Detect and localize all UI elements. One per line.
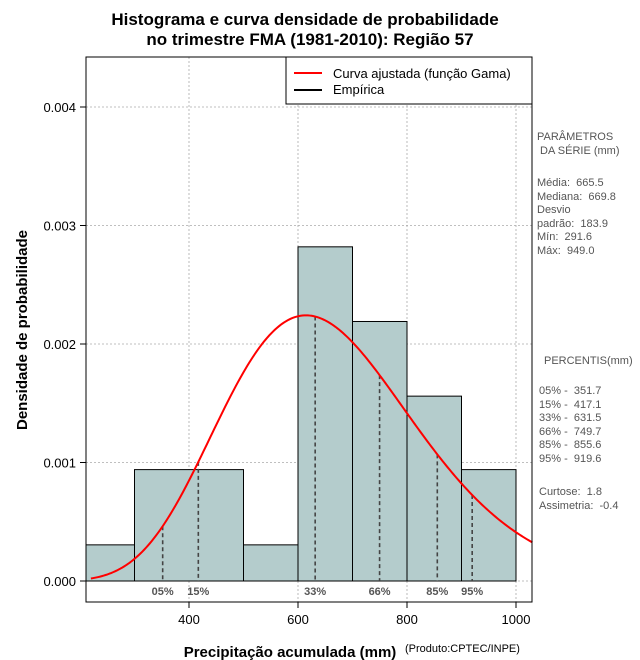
percentile-label: 33% <box>304 586 326 598</box>
legend-empirical-label: Empírica <box>333 82 385 97</box>
y-tick-label: 0.003 <box>43 219 76 234</box>
credit-label: (Produto:CPTEC/INPE) <box>405 643 520 655</box>
x-tick-label: 600 <box>287 612 309 627</box>
percentile-lines: 05% 15% 33% 66% 85% 95% <box>152 316 483 598</box>
percentile-label: 95% <box>461 586 483 598</box>
y-axis-label: Densidade de probabilidade <box>14 230 31 430</box>
x-tick-label: 1000 <box>502 612 531 627</box>
histogram-bar <box>243 544 299 582</box>
percentile-label: 05% <box>152 586 174 598</box>
axes: 400 600 800 1000 0.000 0.001 0.002 0.003 0.004 <box>43 100 530 627</box>
histogram-bar <box>134 469 244 582</box>
y-tick-label: 0.002 <box>43 337 76 352</box>
percentis-heading: PERCENTIS(mm) <box>544 355 633 367</box>
y-tick-label: 0.001 <box>43 456 76 471</box>
histogram-bar <box>406 395 462 582</box>
percentile-label: 15% <box>187 586 209 598</box>
shape-values: Curtose: 1.8 Assimetria: -0.4 <box>539 486 619 512</box>
percentis-values: 05% - 351.7 15% - 417.1 33% - 631.5 66% … <box>539 385 602 465</box>
fitted-curve <box>90 314 533 580</box>
histogram-bar <box>85 544 135 582</box>
chart-title-line2: no trimestre FMA (1981-2010): Região 57 <box>146 30 473 49</box>
legend-fitted-label: Curva ajustada (função Gama) <box>333 66 511 81</box>
legend: Curva ajustada (função Gama) Empírica <box>285 56 533 105</box>
x-tick-label: 800 <box>396 612 418 627</box>
fitted-curve-group <box>90 314 533 580</box>
chart-title-line1: Histograma e curva densidade de probabil… <box>111 10 498 29</box>
histogram-bars <box>85 246 517 582</box>
y-tick-label: 0.004 <box>43 100 76 115</box>
stats-heading: PARÂMETROS DA SÉRIE (mm) <box>537 131 620 157</box>
x-tick-label: 400 <box>178 612 200 627</box>
legend-box <box>285 56 533 105</box>
percentile-label: 85% <box>426 586 448 598</box>
x-axis-label: Precipitação acumulada (mm) <box>184 644 397 660</box>
histogram-bar <box>297 246 353 582</box>
histogram-bar <box>352 320 408 582</box>
stats-values: Média: 665.5 Mediana: 669.8 Desvio padrã… <box>537 177 616 257</box>
y-tick-label: 0.000 <box>43 574 76 589</box>
percentile-label: 66% <box>369 586 391 598</box>
